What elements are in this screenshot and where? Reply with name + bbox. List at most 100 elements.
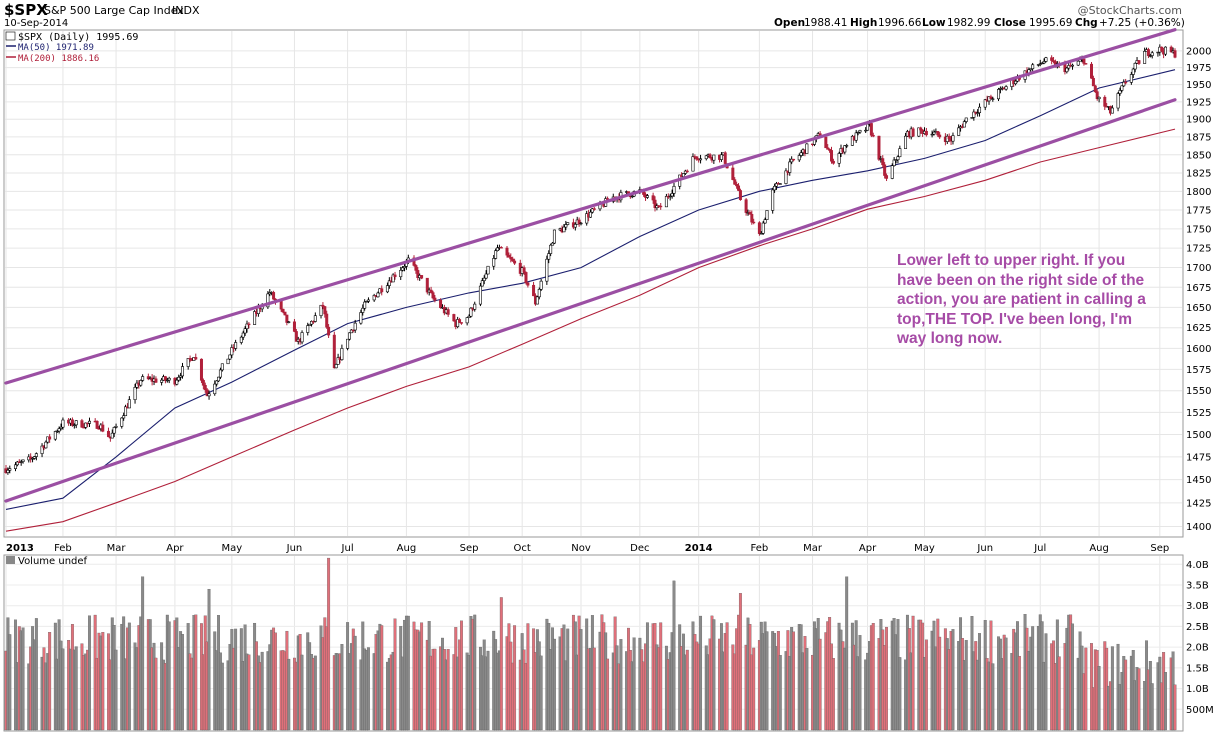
price-bar-body — [750, 214, 754, 223]
volume-bar — [1137, 668, 1141, 731]
price-bar-body — [585, 213, 589, 224]
price-bar-body — [1052, 60, 1056, 62]
price-bar-body — [1065, 67, 1069, 73]
price-bar — [15, 460, 19, 467]
price-bar — [972, 109, 976, 121]
price-bar — [552, 229, 556, 245]
price-bar-body — [1164, 46, 1168, 55]
price-bar-body — [562, 226, 566, 233]
volume-y-axis: 500M 1.0B 1.5B 2.0B 2.5B 3.0B 3.5B 4.0B — [1186, 560, 1214, 716]
price-bar-body — [239, 336, 243, 343]
x-tick-label: Jun — [976, 543, 993, 554]
price-bar — [469, 307, 473, 318]
high-label: High — [850, 17, 877, 29]
y-tick-label: 1450 — [1186, 475, 1211, 486]
price-bar — [1146, 47, 1150, 59]
price-bar — [48, 434, 52, 443]
price-bar — [866, 123, 870, 131]
price-bar — [513, 258, 517, 265]
price-bar-body — [513, 260, 517, 264]
channel-line-lower — [4, 98, 1177, 503]
price-bar-body — [346, 338, 350, 349]
price-bar-body — [272, 292, 276, 300]
price-bar-body — [733, 179, 737, 185]
price-bar — [1148, 54, 1152, 58]
price-bar-body — [788, 161, 792, 173]
volume-bar — [552, 638, 556, 731]
price-bar — [266, 291, 270, 309]
price-bar — [306, 322, 310, 336]
price-bar-body — [247, 323, 251, 326]
volume-bar — [539, 655, 543, 731]
price-bar — [896, 155, 900, 164]
volume-bar — [1150, 683, 1154, 731]
price-bar-body — [80, 420, 84, 428]
price-bar — [938, 132, 942, 139]
price-bar-body — [281, 308, 285, 313]
price-bar — [347, 332, 351, 341]
price-bar-body — [205, 389, 209, 397]
price-bar — [771, 187, 775, 214]
price-bar-body — [110, 432, 114, 439]
price-bar — [854, 129, 858, 143]
price-bar-body — [695, 156, 699, 160]
price-bar-body — [1173, 50, 1177, 58]
price-bar — [826, 144, 830, 150]
watermark: @StockCharts.com — [1078, 4, 1182, 17]
price-bar — [199, 358, 203, 384]
price-bar — [217, 376, 221, 383]
price-bar-body — [866, 123, 870, 131]
price-bar — [590, 208, 594, 214]
volume-bar — [274, 632, 277, 731]
price-bar — [163, 375, 167, 384]
price-bar-body — [830, 150, 834, 162]
price-bar-body — [165, 379, 169, 382]
price-bar-body — [127, 399, 131, 409]
price-bar — [585, 210, 589, 226]
price-bar-body — [361, 307, 365, 313]
volume-bar — [473, 614, 477, 731]
price-bar-body — [1040, 62, 1044, 65]
x-tick-label: Feb — [54, 543, 72, 554]
volume-bar — [406, 615, 410, 731]
price-bar — [778, 183, 782, 185]
volume-bar — [327, 557, 331, 731]
price-bar — [651, 192, 655, 204]
price-bar-body — [327, 326, 331, 336]
price-bar — [1150, 50, 1154, 59]
symbol: $SPX — [4, 1, 48, 19]
price-bar — [401, 265, 405, 272]
price-bar — [978, 103, 982, 117]
price-bar-body — [892, 159, 896, 166]
price-bar — [539, 278, 543, 292]
price-bar-body — [1071, 64, 1075, 67]
annotation-line-4: top,THE TOP. I've been long, I'm — [897, 310, 1133, 328]
vol-y-tick-label: 2.5B — [1186, 622, 1209, 633]
price-bar-body — [141, 376, 145, 381]
y-tick-label: 1675 — [1186, 283, 1211, 294]
price-bar — [456, 316, 460, 329]
price-bar-body — [458, 319, 462, 323]
price-bar-body — [228, 354, 232, 360]
volume-bar — [127, 622, 131, 731]
volume-bar — [220, 662, 224, 731]
price-bar-body — [784, 170, 788, 184]
price-bar — [361, 304, 365, 316]
volume-bar — [340, 644, 344, 731]
x-tick-label: 2013 — [6, 543, 34, 554]
annotation-line-3: action, you are patient in calling a — [897, 291, 1146, 308]
price-bar — [845, 143, 849, 149]
price-bar — [869, 121, 873, 138]
volume-bar — [1071, 623, 1074, 731]
volume-bar — [260, 651, 264, 731]
price-bar — [480, 277, 484, 287]
price-bar-body — [1090, 63, 1094, 79]
price-bar-body — [763, 219, 767, 224]
price-bar-body — [245, 323, 249, 329]
price-bar — [420, 275, 424, 280]
price-bar — [799, 150, 803, 158]
price-bar — [154, 376, 158, 383]
price-bar — [72, 423, 76, 429]
price-bar — [61, 417, 65, 430]
price-bar — [372, 293, 376, 302]
